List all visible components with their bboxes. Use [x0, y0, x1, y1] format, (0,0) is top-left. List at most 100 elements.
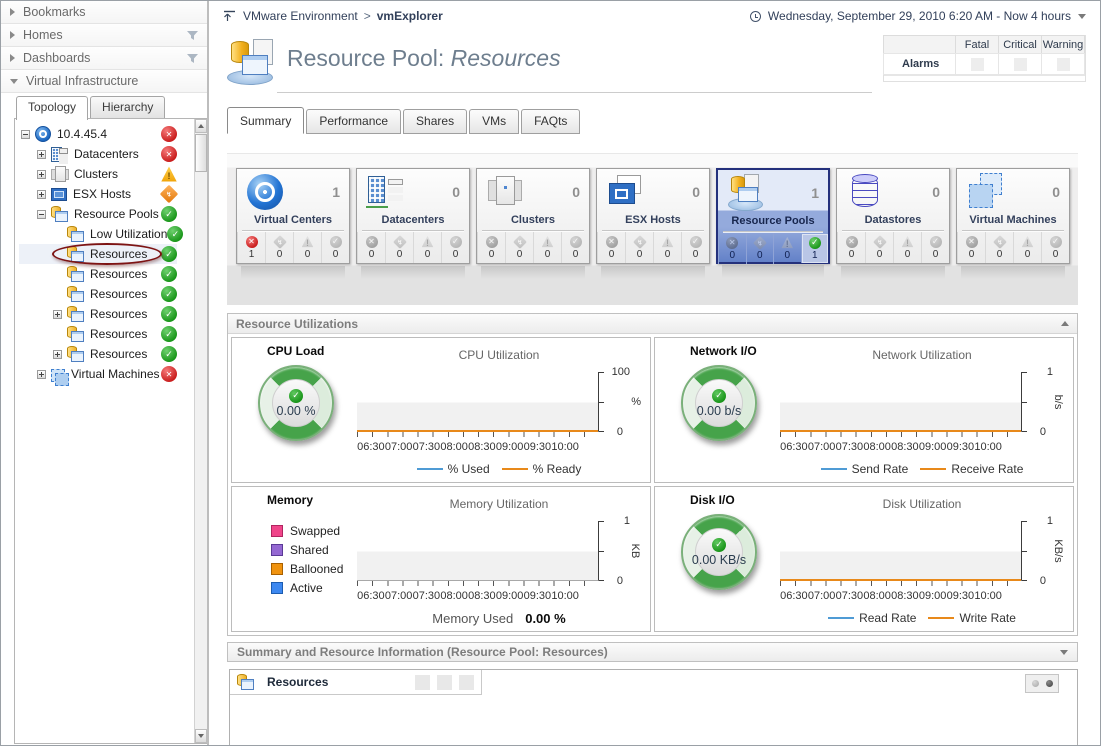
filter-icon[interactable] [187, 53, 198, 64]
expander-icon[interactable] [37, 189, 46, 199]
x-tick-label: 07:00 [807, 441, 836, 453]
up-level-icon[interactable] [223, 10, 236, 22]
y-axis-unit: KB/s [1052, 539, 1064, 563]
status-count: 0 [332, 248, 339, 260]
sidebar-tab[interactable]: Hierarchy [90, 96, 166, 118]
inventory-tile[interactable]: 0 ESX Hosts 0 [596, 168, 710, 279]
expander-icon[interactable] [37, 209, 46, 219]
tile-status-cell: 0 [561, 232, 589, 263]
page-tab[interactable]: FAQts [521, 109, 581, 134]
status-count: 0 [729, 249, 736, 261]
x-tick-label: 08:30 [468, 590, 496, 602]
tile-status-cell: 0 [681, 232, 709, 263]
tile-count: 0 [692, 183, 700, 200]
summary-resource-info-header[interactable]: Summary and Resource Information (Resour… [227, 642, 1078, 662]
view-dot-dark-icon[interactable] [1045, 680, 1053, 687]
sidebar-tabs: Topology Hierarchy [16, 96, 166, 120]
status-icon [752, 235, 767, 250]
sidebar-section-header[interactable]: Bookmarks [1, 1, 207, 24]
inventory-tile[interactable]: 0 Datastores 0 [836, 168, 950, 279]
tree-item[interactable]: Resources [19, 304, 177, 324]
x-tick-label: 07:30 [412, 441, 441, 453]
status-count: 0 [276, 248, 283, 260]
y-axis-unit: KB [629, 543, 641, 559]
status-count: 0 [452, 248, 459, 260]
tree-item[interactable]: Resources [19, 243, 177, 265]
inventory-tile[interactable]: 1 Resource Pools 0 [716, 168, 830, 278]
tile-label: ESX Hosts [625, 214, 681, 226]
status-count: 0 [756, 249, 763, 261]
page-tab[interactable]: Shares [403, 109, 468, 134]
tree-item[interactable]: 10.4.45.4 [19, 124, 177, 144]
tree-scrollbar[interactable] [194, 119, 207, 743]
tree-item[interactable]: Datacenters [19, 144, 177, 164]
tree-node-label: Resources [90, 347, 148, 361]
legend-label: Receive Rate [951, 462, 1024, 476]
inventory-tile[interactable]: 1 Virtual Centers 1 [236, 168, 350, 279]
tree-item[interactable]: ESX Hosts [19, 184, 179, 204]
sidebar: Bookmarks Homes Dashboards Vi [1, 1, 209, 745]
tree-item[interactable]: Resources [19, 264, 177, 284]
expander-icon[interactable] [21, 129, 30, 139]
expander-icon[interactable] [37, 169, 46, 179]
status-count: 0 [544, 248, 551, 260]
tree-item[interactable]: Resources [19, 284, 177, 304]
x-tick-label: 08:00 [863, 590, 891, 602]
expander-icon[interactable] [53, 349, 62, 359]
page-tab-label: FAQts [534, 114, 568, 128]
expander-icon[interactable] [37, 369, 46, 379]
inventory-tile[interactable]: 0 Datacenters 0 [356, 168, 470, 279]
memory-used-label: Memory Used [432, 611, 514, 626]
tile-status-cell: 0 [653, 232, 681, 263]
x-tick-label: 09:30 [946, 590, 975, 602]
tile-divider [362, 230, 464, 231]
scroll-up-button[interactable] [195, 119, 207, 133]
page-tab[interactable]: Summary [227, 107, 305, 134]
chart-title: CPU Utilization [458, 348, 540, 362]
tile-status-cell: 0 [477, 232, 505, 263]
network-utilization-chart: Network Utilization 1 0 b/s 06:30 07:00 07… [778, 341, 1068, 479]
time-range-selector[interactable]: Wednesday, September 29, 2010 6:20 AM - … [749, 9, 1086, 23]
tile-label: Datastores [864, 214, 922, 226]
page-tab[interactable]: Performance [306, 109, 402, 134]
page-tab[interactable]: VMs [469, 109, 520, 134]
sidebar-section-header[interactable]: Virtual Infrastructure [1, 70, 207, 93]
memory-used-footer: Memory Used 0.00 % [355, 611, 643, 626]
tree-item[interactable]: Low Utilization [19, 224, 184, 244]
network-gauge-value: 0.00 b/s [696, 403, 742, 418]
status-icon [272, 234, 287, 249]
legend-swatch [271, 582, 283, 594]
scroll-down-button[interactable] [195, 729, 207, 743]
panel-view-controls[interactable] [1025, 674, 1059, 693]
status-icon [929, 235, 942, 248]
sidebar-section-header[interactable]: Dashboards [1, 47, 207, 70]
expand-icon[interactable] [1060, 649, 1068, 655]
tree-item[interactable]: Resource Pools [19, 204, 177, 224]
tree-item[interactable]: Virtual Machines [19, 364, 177, 386]
sidebar-section-header[interactable]: Homes [1, 24, 207, 47]
view-dot-light-icon[interactable] [1031, 680, 1039, 687]
sidebar-tab[interactable]: Topology [16, 96, 89, 120]
resource-utilizations-header[interactable]: Resource Utilizations [228, 314, 1077, 334]
y-axis-unit: b/s [1052, 394, 1064, 410]
filter-icon[interactable] [187, 30, 198, 41]
tile-top: 1 [718, 170, 828, 215]
section-title: Resource Utilizations [236, 316, 359, 331]
inventory-tile[interactable]: 0 Clusters 0 [476, 168, 590, 279]
breadcrumb-parent[interactable]: VMware Environment [243, 9, 358, 23]
tree-item[interactable]: Resources [19, 324, 177, 344]
inventory-tile[interactable]: 0 Virtual Machines 0 [956, 168, 1070, 279]
expander-icon[interactable] [53, 309, 62, 319]
memory-panel: Memory Swapped Shared Ballooned Active Memo… [231, 486, 651, 632]
empty-count-placeholder [1056, 57, 1070, 71]
write-series-line [780, 579, 1021, 581]
expander-icon[interactable] [37, 149, 46, 159]
scrollbar-thumb[interactable] [195, 134, 207, 172]
page-title-prefix: Resource Pool: [287, 45, 445, 71]
tile-status-cell: 0 [893, 232, 921, 263]
tree-node-icon [67, 246, 84, 262]
collapse-icon[interactable] [1061, 321, 1069, 326]
y-axis-max: 1 [623, 515, 630, 527]
tree-item[interactable]: Clusters [19, 164, 177, 184]
tree-item[interactable]: Resources [19, 344, 177, 364]
